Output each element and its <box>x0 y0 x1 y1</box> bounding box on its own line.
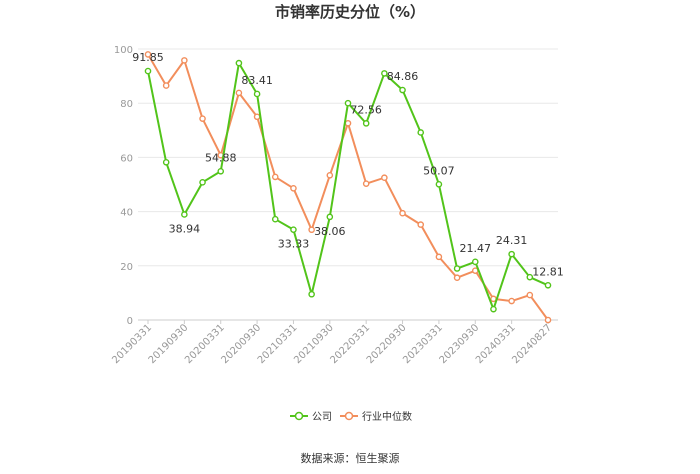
data-label: 91.85 <box>132 51 164 64</box>
legend-label: 公司 <box>312 412 332 423</box>
data-point <box>253 90 261 98</box>
data-point <box>417 129 425 136</box>
data-point <box>199 115 206 122</box>
data-point <box>326 213 334 221</box>
data-point <box>308 226 315 234</box>
data-point <box>544 281 552 289</box>
data-point <box>435 181 443 188</box>
data-label: 21.47 <box>460 242 492 255</box>
data-point <box>144 67 152 75</box>
legend-item-industry-median[interactable]: 行业中位数 <box>340 410 412 423</box>
data-label: 72.56 <box>350 103 382 116</box>
data-point <box>453 274 461 282</box>
x-tick-label: 20240827 <box>510 322 554 366</box>
data-label: 84.86 <box>387 70 419 83</box>
data-point <box>290 184 297 192</box>
data-label: 33.33 <box>278 238 310 251</box>
data-point <box>362 180 370 187</box>
data-point <box>308 290 315 298</box>
data-point <box>526 291 534 299</box>
data-point <box>381 70 388 77</box>
y-tick-label: 0 <box>127 316 133 327</box>
data-point <box>490 305 497 313</box>
data-label: 38.06 <box>314 225 346 238</box>
y-tick-label: 20 <box>120 262 133 273</box>
data-label: 24.31 <box>496 234 528 247</box>
data-point <box>162 82 170 89</box>
data-point <box>417 221 425 228</box>
data-point <box>162 158 170 166</box>
data-point <box>526 273 534 281</box>
data-point <box>326 171 334 179</box>
legend-swatch-marker <box>344 411 354 421</box>
data-point <box>271 215 279 223</box>
data-label: 50.07 <box>423 164 455 177</box>
y-tick-label: 60 <box>120 153 133 164</box>
data-point <box>235 89 243 97</box>
data-point <box>435 253 443 261</box>
data-point <box>144 51 152 58</box>
data-point <box>399 86 406 94</box>
data-point <box>235 59 243 67</box>
data-point <box>344 99 352 107</box>
legend-item-company[interactable]: 公司 <box>290 411 332 423</box>
data-labels: 91.85 38.94 54.88 83.41 33.33 38.06 72.56 84.86… <box>132 51 564 278</box>
data-point <box>544 316 552 324</box>
plot-area <box>144 51 552 324</box>
data-point <box>253 113 261 121</box>
legend[interactable]: 公司 行业中位数 <box>290 410 412 423</box>
legend-label: 行业中位数 <box>362 410 412 423</box>
data-point <box>217 167 225 175</box>
data-label: 12.81 <box>532 265 564 278</box>
data-point <box>453 265 461 272</box>
data-point <box>181 211 188 218</box>
series-line-industry-median <box>147 53 549 321</box>
data-label: 38.94 <box>169 222 201 235</box>
y-tick-label: 100 <box>114 45 133 56</box>
data-point <box>508 250 515 258</box>
data-point <box>290 226 297 233</box>
data-label: 83.41 <box>241 74 273 87</box>
legend-swatch-marker <box>294 411 304 421</box>
data-label: 54.88 <box>205 151 237 164</box>
data-point <box>362 120 370 127</box>
data-point <box>199 179 206 186</box>
data-point <box>271 173 279 181</box>
data-point <box>181 57 188 64</box>
chart-title: 市销率历史分位（%） <box>275 3 425 21</box>
y-tick-label: 40 <box>120 208 133 219</box>
data-point <box>344 119 352 127</box>
source-note: 数据来源：恒生聚源 <box>301 451 400 465</box>
data-point <box>508 297 515 305</box>
data-point <box>471 258 479 266</box>
data-point <box>381 174 388 182</box>
data-point <box>399 209 406 217</box>
y-tick-label: 80 <box>120 99 133 110</box>
